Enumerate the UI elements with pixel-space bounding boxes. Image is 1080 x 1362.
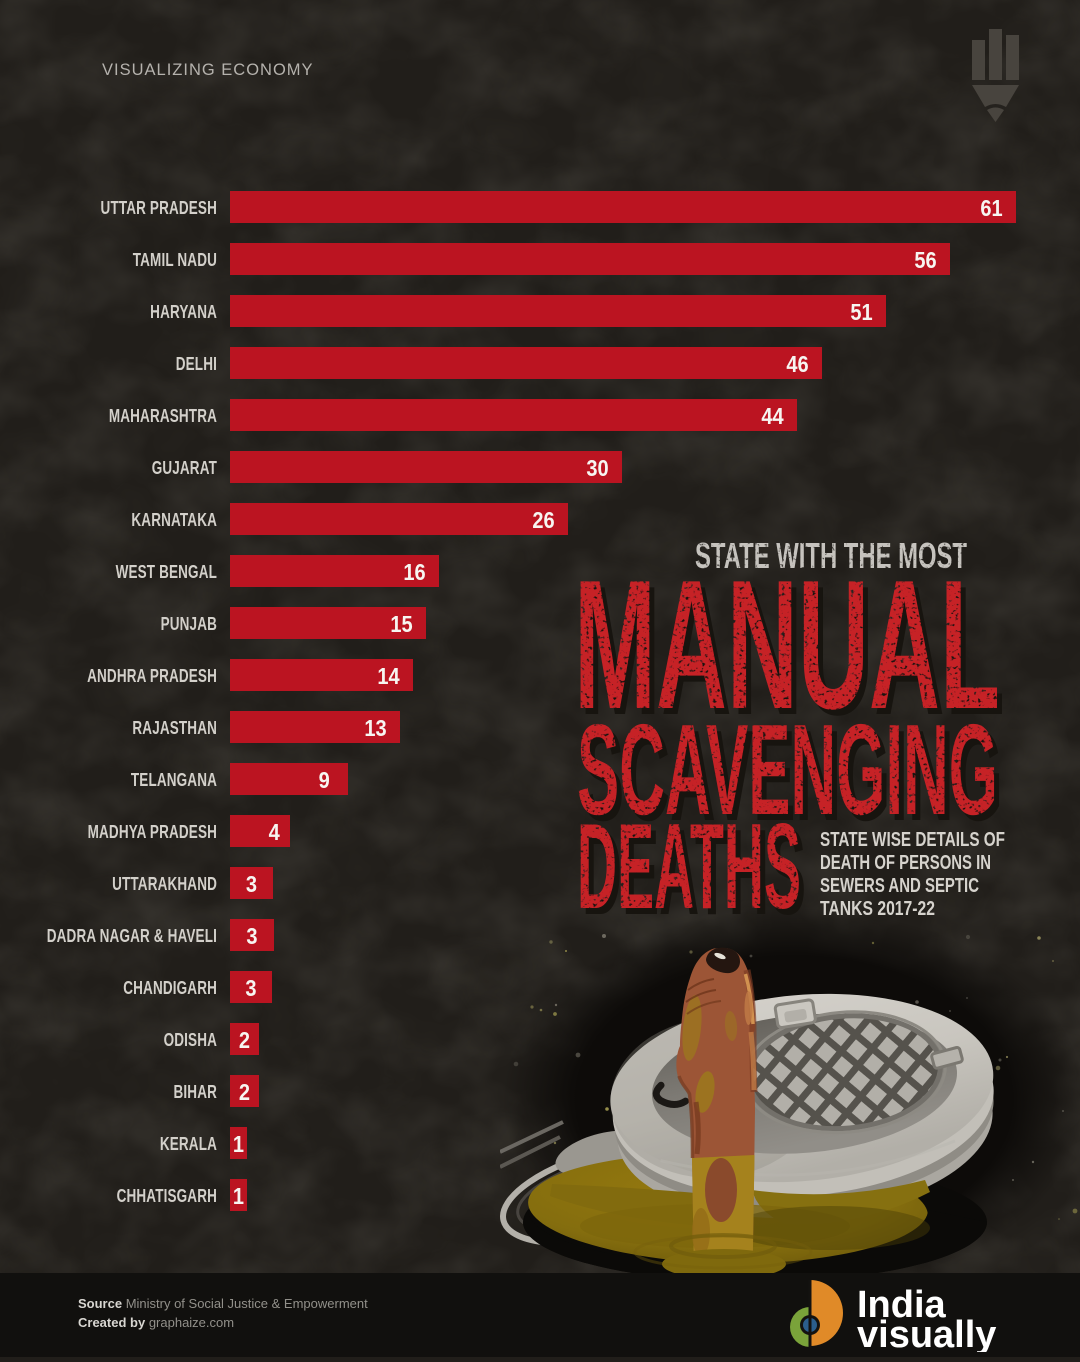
svg-text:SCAVENGING: SCAVENGING [582,704,1003,848]
svg-text:TANKS 2017-22: TANKS 2017-22 [820,898,935,920]
svg-text:DEATHS: DEATHS [582,804,806,920]
svg-text:STATE WITH THE MOST: STATE WITH THE MOST [695,535,967,576]
svg-text:MANUAL: MANUAL [574,541,1000,747]
svg-text:visually: visually [857,1314,996,1352]
svg-text:DEATHS: DEATHS [577,798,801,920]
svg-text:DEATH OF PERSONS IN: DEATH OF PERSONS IN [820,852,991,874]
svg-text:STATE WISE DETAILS OF: STATE WISE DETAILS OF [820,829,1005,851]
svg-text:SCAVENGING: SCAVENGING [577,698,998,842]
svg-text:MANUAL: MANUAL [579,547,1005,753]
svg-text:India: India [857,1284,947,1326]
svg-text:SEWERS AND SEPTIC: SEWERS AND SEPTIC [820,875,979,897]
